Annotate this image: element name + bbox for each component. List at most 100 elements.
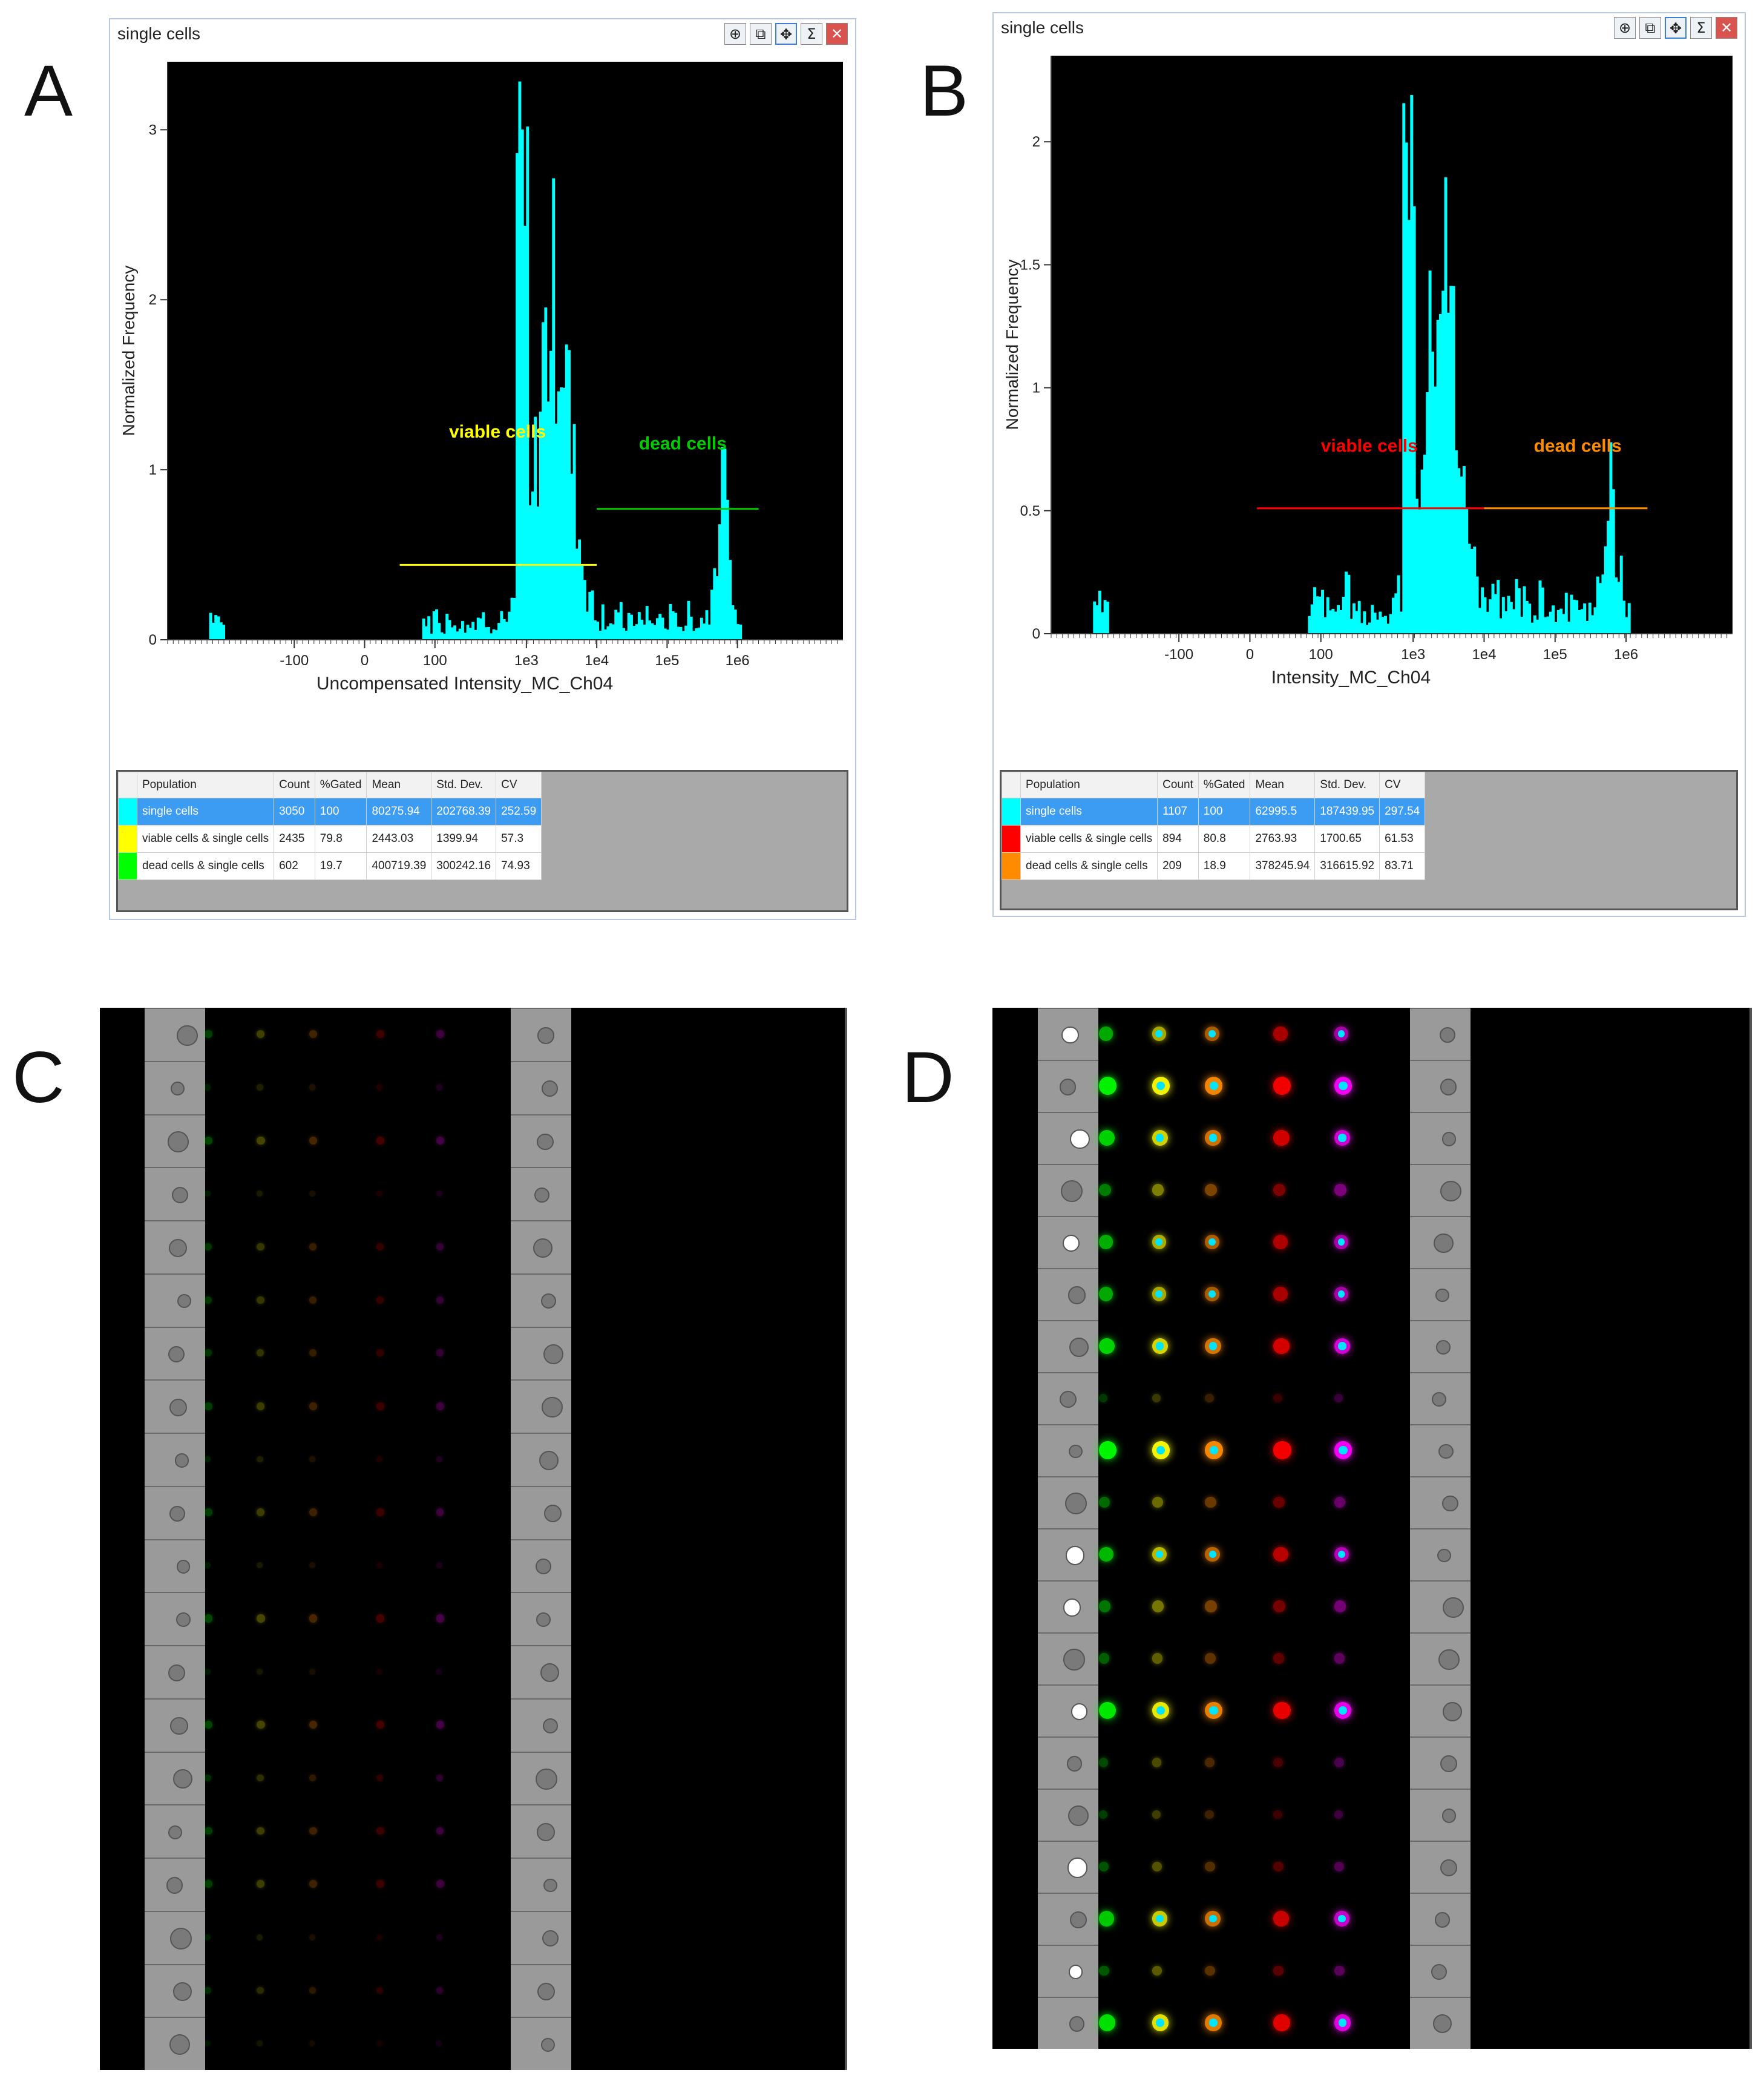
cell-brightfield	[1431, 1391, 1447, 1407]
column-header[interactable]: Mean	[1250, 772, 1316, 798]
tile-divider	[1038, 1268, 1099, 1269]
table-cell: 1399.94	[431, 825, 497, 853]
fluorescent-spot	[1098, 1287, 1113, 1301]
cell-brightfield	[1440, 1180, 1461, 1202]
x-tick-label: 100	[1309, 646, 1333, 663]
nucleus-spot	[1155, 1238, 1163, 1246]
y-tick-label: 1	[1032, 380, 1040, 396]
cell-brightfield	[1438, 1444, 1454, 1459]
histogram-bar	[549, 350, 552, 640]
cell-brightfield	[1069, 1129, 1090, 1149]
histogram-bar	[1321, 590, 1324, 634]
cell-brightfield	[543, 1505, 562, 1523]
cell-brightfield	[543, 1344, 563, 1365]
statistics-icon[interactable]: Σ	[801, 23, 822, 45]
fluorescent-spot	[309, 1084, 316, 1091]
histogram-bar	[645, 606, 649, 640]
histogram-bar	[490, 633, 493, 640]
fluorescent-spot	[376, 1614, 385, 1623]
fluorescent-spot	[204, 1562, 211, 1569]
fluorescent-spot	[1098, 1810, 1108, 1819]
close-icon[interactable]: ✕	[1716, 17, 1737, 39]
nucleus-spot	[1338, 2019, 1347, 2027]
cell-brightfield	[542, 1080, 559, 1097]
column-header[interactable]: Mean	[366, 772, 432, 798]
cell-brightfield	[536, 1612, 551, 1628]
histogram-bar	[1465, 507, 1469, 634]
fluorescent-spot	[257, 1508, 265, 1516]
tile-divider	[511, 1220, 572, 1221]
table-row[interactable]: single cells 1107 100 62995.5 187439.95 297.5…	[1002, 798, 1426, 826]
nucleus-spot	[1156, 1706, 1165, 1715]
column-header[interactable]: Count	[1157, 772, 1199, 798]
nucleus-spot	[1337, 1550, 1346, 1559]
cell-brightfield	[1441, 1809, 1456, 1823]
tile-divider	[1410, 1893, 1471, 1894]
column-header[interactable]: Population	[1020, 772, 1158, 798]
copy-icon[interactable]: ⧉	[1639, 17, 1661, 39]
tile-divider	[511, 1060, 572, 1062]
column-header[interactable]: CV	[1379, 772, 1426, 798]
histogram-bar	[562, 387, 566, 640]
cell-brightfield	[1069, 1337, 1089, 1358]
cell-brightfield	[1441, 1495, 1458, 1512]
move-icon[interactable]: ✥	[775, 23, 797, 45]
window-title: single cells	[117, 24, 200, 43]
zoom-icon[interactable]: ⊕	[724, 23, 746, 45]
table-row[interactable]: single cells 3050 100 80275.94 202768.39 252.…	[118, 798, 542, 826]
table-row[interactable]: viable cells & single cells 894 80.8 2763.9…	[1002, 825, 1426, 853]
histogram-bar	[1357, 601, 1361, 634]
fluorescent-spot	[1098, 1184, 1111, 1196]
table-row[interactable]: dead cells & single cells 209 18.9 378245.9…	[1002, 852, 1426, 880]
tile-divider	[511, 1008, 572, 1009]
cell-brightfield	[168, 1825, 182, 1839]
fluorescent-spot	[257, 1669, 263, 1675]
histogram-bar	[1363, 611, 1366, 634]
cell-brightfield	[166, 1877, 183, 1894]
tile-divider	[511, 1379, 572, 1381]
fluorescent-spot	[1098, 1027, 1113, 1041]
fluorescent-spot	[309, 1669, 315, 1675]
statistics-icon[interactable]: Σ	[1690, 17, 1712, 39]
histogram-bar	[456, 631, 459, 640]
zoom-icon[interactable]: ⊕	[1614, 17, 1636, 39]
tile-divider	[1410, 1424, 1471, 1425]
cell-brightfield	[169, 1398, 187, 1416]
move-icon[interactable]: ✥	[1665, 17, 1687, 39]
window-titlebar: single cells ⊕ ⧉ ✥ Σ ✕	[994, 13, 1745, 50]
fluorescent-spot	[1098, 1129, 1115, 1146]
tile-divider	[1410, 1216, 1471, 1217]
column-header[interactable]: Std. Dev.	[431, 772, 497, 798]
fluorescent-spot	[1098, 1758, 1109, 1767]
cell-brightfield	[1440, 1755, 1458, 1773]
histogram-bar	[560, 387, 563, 640]
close-icon[interactable]: ✕	[826, 23, 848, 45]
column-header[interactable]: %Gated	[1198, 772, 1251, 798]
column-header[interactable]: Std. Dev.	[1314, 772, 1380, 798]
y-tick-label: 2	[1032, 134, 1040, 150]
histogram-bar	[500, 611, 503, 640]
tile-divider	[1038, 1476, 1099, 1477]
column-header[interactable]: Population	[136, 772, 275, 798]
fluorescent-spot	[436, 1296, 444, 1304]
histogram-bar	[1541, 587, 1544, 634]
fluorescent-spot	[436, 1136, 445, 1145]
column-header[interactable]: %Gated	[314, 772, 367, 798]
fluorescent-spot	[1273, 1965, 1284, 1976]
cell-brightfield	[1443, 1597, 1464, 1618]
fluorescent-spot	[309, 1456, 316, 1463]
histogram-bar	[492, 629, 496, 640]
histogram-bar	[715, 576, 719, 640]
fluorescent-spot	[1273, 1758, 1284, 1767]
table-row[interactable]: viable cells & single cells 2435 79.8 2443.…	[118, 825, 542, 853]
histogram-bar	[586, 611, 589, 640]
table-cell: 83.71	[1379, 852, 1426, 880]
table-row[interactable]: dead cells & single cells 602 19.7 400719.3…	[118, 852, 542, 880]
column-header[interactable]: Count	[274, 772, 315, 798]
column-header[interactable]: CV	[496, 772, 542, 798]
histogram-bar	[723, 448, 727, 640]
histogram-bar	[1441, 291, 1445, 634]
copy-icon[interactable]: ⧉	[750, 23, 772, 45]
nucleus-spot	[1339, 1445, 1348, 1455]
histogram-window-b: single cells ⊕ ⧉ ✥ Σ ✕ viable cells dead …	[992, 12, 1746, 917]
